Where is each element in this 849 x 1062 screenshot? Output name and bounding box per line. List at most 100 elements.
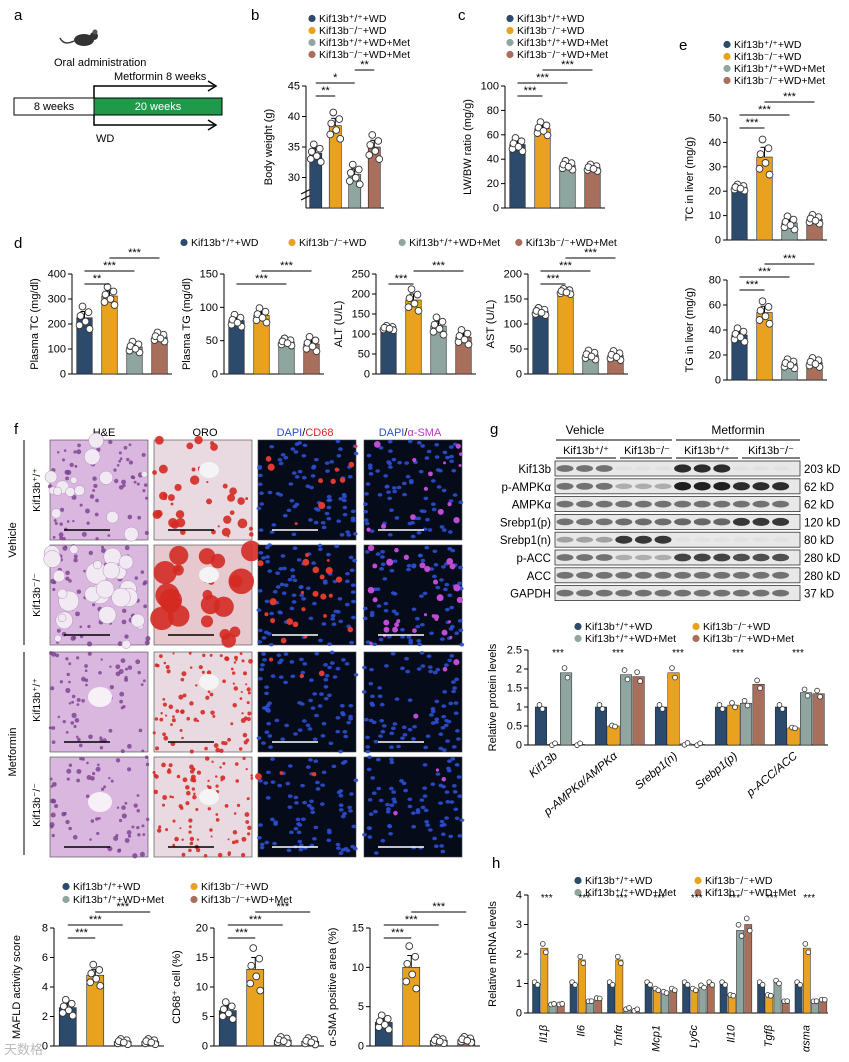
- y-tick-label: 10: [196, 982, 208, 994]
- timeline-box1-label: 8 weeks: [34, 101, 75, 113]
- legend-g: Kif13b⁺/⁺+WD Kif13b⁻/⁻+WD Kif13b⁺/⁺+WD+Met…: [574, 621, 794, 645]
- arrow-right-icon: [207, 80, 218, 92]
- blot-size-label: 37 kD: [804, 589, 834, 601]
- blot-band: [752, 589, 770, 597]
- y-axis-label: α-SMA positive area (%): [327, 928, 339, 1047]
- panel-letter-g: g: [490, 421, 498, 438]
- data-point: [735, 921, 742, 928]
- data-point: [758, 297, 767, 306]
- image-frame: [257, 756, 357, 858]
- data-point: [92, 974, 101, 983]
- blot-band: [615, 571, 633, 579]
- histology-image-cd68-row2: [256, 543, 357, 647]
- histology-image-sma-row1: [363, 439, 464, 541]
- legend-label-wt: Kif13b⁺/⁺+WD: [585, 621, 653, 633]
- data-point: [87, 969, 96, 978]
- data-point: [577, 740, 583, 747]
- data-point: [95, 966, 104, 974]
- legend-f: Kif13b⁺/⁺+WD Kif13b⁻/⁻+WD Kif13b⁺/⁺+WD+Met…: [62, 881, 292, 906]
- data-point: [84, 308, 93, 316]
- bar-wtmet: [740, 702, 753, 746]
- data-point: [308, 342, 317, 351]
- legend-swatch-wtmet: [723, 64, 731, 73]
- histology-image-oro-row3: [152, 651, 253, 754]
- y-tick-label: 20: [709, 350, 721, 362]
- blot-band: [576, 536, 594, 543]
- data-point: [786, 361, 795, 370]
- data-point: [78, 302, 87, 311]
- timeline-box-20weeks: [93, 97, 223, 116]
- panel-letter-e: e: [679, 37, 687, 54]
- y-tick-label: 10: [352, 962, 364, 974]
- y-tick-label: 2: [516, 664, 522, 676]
- watermark: 天数格: [4, 1042, 43, 1057]
- data-point: [534, 982, 541, 988]
- metformin-duration-label: Metformin 8 weeks: [114, 71, 207, 83]
- wb-vehicle-label: Vehicle: [566, 423, 605, 437]
- data-point: [309, 140, 318, 149]
- group-label: αsma: [800, 1025, 812, 1052]
- y-tick-label: 20: [196, 923, 208, 935]
- group-label: Srebp1(p): [693, 750, 740, 792]
- data-point: [414, 306, 423, 315]
- legend-swatch-ko: [190, 882, 198, 891]
- legend-swatch-ko: [506, 26, 514, 35]
- bar-wt: [757, 983, 765, 1014]
- blot-band: [595, 518, 613, 526]
- blot-band: [576, 465, 594, 472]
- data-point: [719, 706, 726, 712]
- significance-mark: ***: [728, 893, 740, 904]
- y-tick-label: 50: [709, 113, 721, 125]
- bar-wtmet: [800, 692, 813, 746]
- data-point: [67, 999, 76, 1008]
- blot-band: [694, 537, 711, 542]
- data-point: [411, 952, 420, 961]
- blot-band: [693, 553, 711, 562]
- blot-band: [674, 537, 691, 542]
- blot-label: AMPKα: [512, 500, 552, 512]
- blot-band: [556, 482, 574, 490]
- blot-label: Srebp1(p): [500, 517, 551, 529]
- data-point: [564, 162, 573, 171]
- bar-komet: [752, 683, 765, 746]
- wb-wt-vehicle: Kif13b⁺/⁺: [563, 445, 609, 457]
- blot-band: [576, 571, 594, 579]
- data-point: [279, 1037, 288, 1046]
- bar-wt: [719, 983, 728, 1014]
- blot-band: [674, 482, 692, 491]
- blot-band: [753, 537, 770, 542]
- data-point: [596, 995, 603, 1002]
- data-point: [61, 995, 70, 1004]
- data-point: [89, 960, 98, 969]
- y-tick-label: 45: [288, 81, 300, 93]
- blot-band: [733, 537, 750, 542]
- blot-band: [615, 554, 633, 561]
- data-point: [805, 949, 812, 956]
- blot-band: [654, 554, 672, 561]
- bar-wt: [532, 311, 549, 375]
- y-tick-label: 6: [42, 952, 48, 964]
- blot-band: [556, 465, 574, 472]
- row-ko-metformin: Kif13b⁻/⁻: [31, 783, 43, 827]
- blot-band: [713, 571, 731, 579]
- significance-mark: ***: [792, 648, 804, 659]
- data-point: [743, 915, 750, 922]
- data-point: [764, 144, 773, 153]
- data-point: [439, 330, 448, 339]
- data-point: [156, 334, 165, 343]
- y-tick-label: 100: [352, 329, 370, 341]
- blot-band: [674, 571, 692, 579]
- col-dapi-sma: DAPI/α-SMA: [379, 427, 442, 439]
- data-point: [709, 982, 716, 988]
- histology-image-sma-row4: [362, 755, 465, 858]
- y-tick-label: 100: [48, 344, 66, 356]
- data-point: [366, 141, 375, 149]
- data-point: [514, 142, 523, 151]
- data-point: [624, 676, 631, 683]
- data-point: [435, 325, 444, 333]
- data-point: [779, 706, 786, 712]
- data-point: [283, 339, 292, 348]
- data-point: [59, 1002, 68, 1011]
